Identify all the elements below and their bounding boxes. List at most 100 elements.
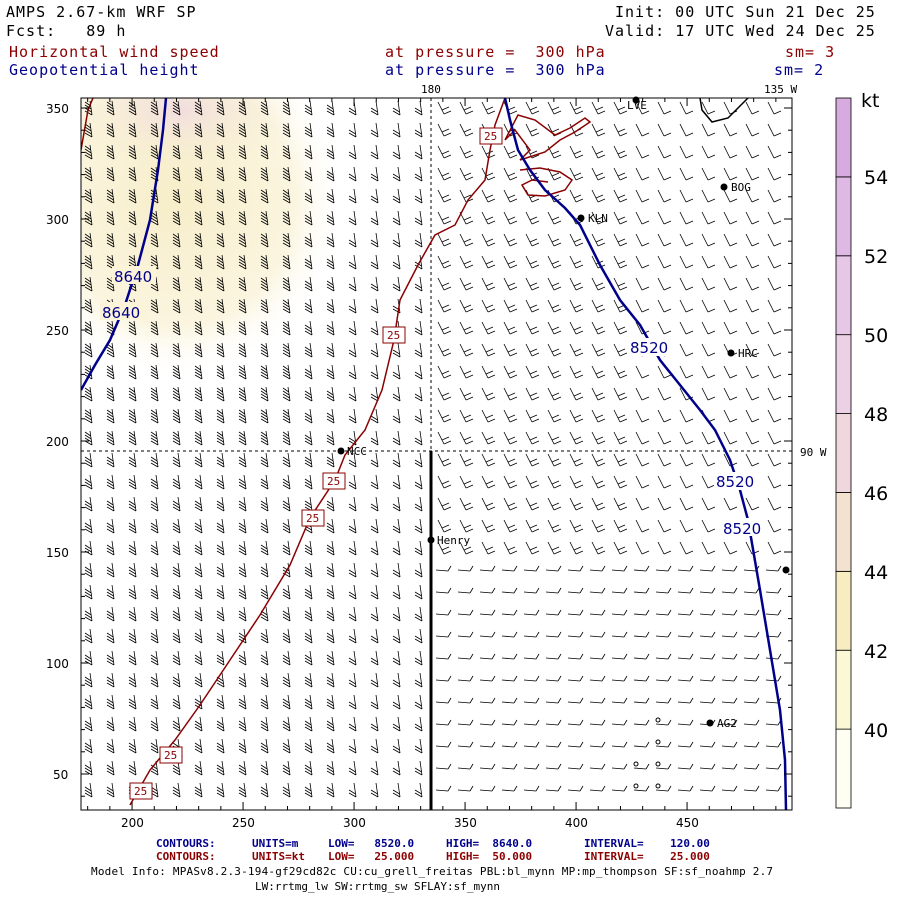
wind-barb	[370, 760, 379, 776]
wind-barb	[304, 628, 313, 644]
wind-barb	[150, 584, 159, 600]
wind-barb	[282, 122, 291, 138]
wind-barb	[106, 430, 115, 446]
wind-barb	[457, 609, 474, 616]
wind-barb	[216, 232, 225, 248]
wind-barb	[723, 321, 738, 335]
wind-barb	[611, 741, 628, 748]
wind-barb	[767, 299, 782, 313]
wind-barb	[216, 430, 225, 446]
wind-barb	[128, 760, 137, 776]
wind-barb	[238, 474, 247, 490]
wind-barb	[679, 189, 694, 203]
wind-barb	[655, 719, 672, 726]
wind-barb	[194, 320, 203, 336]
wind-barb	[194, 144, 203, 160]
wind-barb	[723, 211, 738, 225]
wind-barb	[765, 609, 782, 616]
wind-barb	[128, 694, 137, 710]
legend-color-box	[835, 570, 852, 651]
wind-barb	[481, 453, 496, 467]
wind-barb	[238, 650, 247, 666]
wind-barb	[701, 475, 716, 489]
wind-barb	[545, 653, 562, 660]
wind-barb	[435, 785, 452, 792]
contour2-low: LOW= 25.000	[328, 850, 415, 863]
wind-barb	[767, 343, 782, 357]
wind-barb	[194, 276, 203, 292]
wind-barb	[457, 697, 474, 704]
wind-barb	[635, 145, 650, 159]
wind-barb	[172, 496, 181, 512]
wind-barb	[414, 276, 423, 292]
wind-barb	[765, 587, 782, 594]
wind-barb	[701, 519, 716, 533]
wind-25kt-contour-loop2	[519, 167, 574, 197]
wind-barb	[370, 474, 379, 490]
wind-barb	[457, 631, 474, 638]
wind-barb	[150, 738, 159, 754]
wind-barb	[304, 760, 313, 776]
wind-barb	[633, 631, 650, 638]
wind-barb	[304, 430, 313, 446]
wind-barb	[348, 562, 357, 578]
wind-barb	[282, 760, 291, 776]
wind-barb	[128, 540, 137, 556]
wind-barb	[84, 254, 93, 270]
wind-barb	[348, 452, 357, 468]
wind-barb	[613, 255, 628, 269]
wind-barb	[523, 763, 540, 770]
wind-barb	[172, 474, 181, 490]
wind-barb	[260, 122, 269, 138]
wind-barb	[128, 606, 137, 622]
wind-barb	[84, 716, 93, 732]
height-8520-contour	[503, 98, 788, 810]
wind-barb	[84, 122, 93, 138]
wind-barb	[545, 609, 562, 616]
wind-barb	[481, 101, 496, 115]
wind-barb	[701, 167, 716, 181]
wind-barb	[370, 584, 379, 600]
wind-barb	[84, 342, 93, 358]
wind-barb	[348, 584, 357, 600]
field2-level: at pressure = 300 hPa	[385, 61, 606, 79]
wind-barb	[633, 697, 650, 704]
wind-barb	[525, 453, 540, 467]
wind-barb	[525, 299, 540, 313]
wind-barb	[348, 694, 357, 710]
wind-barb	[437, 277, 452, 291]
wind-barb	[216, 342, 225, 358]
wind-barb	[370, 540, 379, 556]
wind-barb	[657, 167, 672, 181]
wind-barb	[238, 738, 247, 754]
model-info-line1: Model Info: MPASv8.2.3-194-gf29cd82c CU:…	[91, 865, 774, 878]
wind-barb	[437, 233, 452, 247]
wind-barb	[150, 760, 159, 776]
wind-barb	[765, 741, 782, 748]
wind-barb	[679, 101, 694, 115]
wind-25kt-contour-main	[129, 98, 506, 806]
wind-barb	[767, 189, 782, 203]
wind-barb	[414, 364, 423, 380]
wind-barb	[745, 167, 760, 181]
wind-barb	[260, 166, 269, 182]
wind-barb	[435, 587, 452, 594]
wind-barb	[128, 672, 137, 688]
wind-barb	[128, 364, 137, 380]
wind-barb	[501, 631, 518, 638]
wind-barb	[569, 299, 584, 313]
height-label-8640-b: 8640	[102, 304, 140, 322]
wind-barb	[679, 233, 694, 247]
wind-barb	[613, 321, 628, 335]
wind-barb	[194, 298, 203, 314]
wind-barb	[326, 122, 335, 138]
wind-barb	[150, 408, 159, 424]
wind-barb	[150, 540, 159, 556]
wind-barb	[613, 123, 628, 137]
wind-barb	[657, 497, 672, 511]
wind-barb	[569, 541, 584, 555]
wind-barb	[370, 606, 379, 622]
wind-barb	[569, 189, 584, 203]
wind-barb	[591, 123, 606, 137]
wind-barb	[414, 210, 423, 226]
